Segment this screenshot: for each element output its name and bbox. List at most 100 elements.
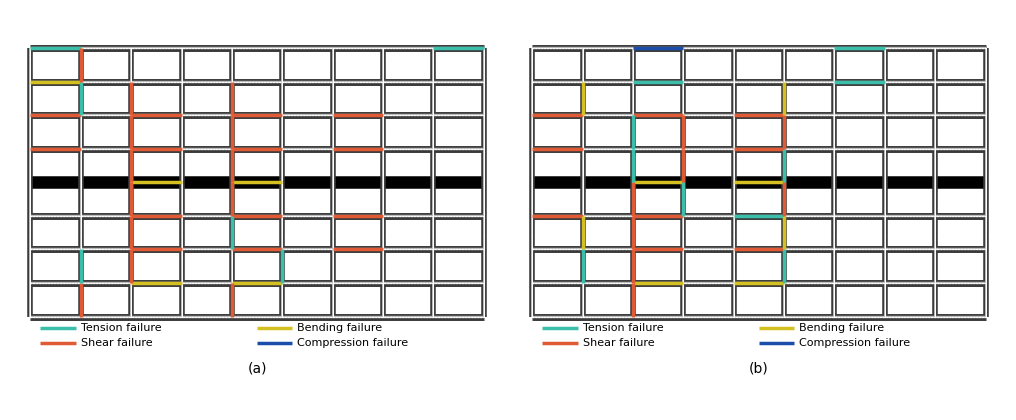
Bar [387,252,430,280]
Bar [586,84,629,112]
Bar [788,51,830,79]
Bar [186,185,228,213]
Bar [536,185,579,213]
Bar [437,152,480,179]
Bar [336,219,379,247]
Bar [387,51,430,79]
Bar [688,84,729,112]
Bar [387,185,430,213]
Bar [84,152,127,179]
Bar [84,252,127,280]
Bar [336,152,379,179]
Bar [84,185,127,213]
Bar [35,185,77,213]
Bar [889,84,932,112]
Bar [287,185,328,213]
Bar [939,252,981,280]
Bar [336,118,379,146]
Bar [536,252,579,280]
Bar [536,152,579,179]
Bar [287,219,328,247]
Bar [788,219,830,247]
Text: Tension failure: Tension failure [582,323,663,333]
Bar [738,185,780,213]
Bar [838,219,881,247]
Bar [437,84,480,112]
Text: Shear failure: Shear failure [582,339,654,349]
Bar [135,118,178,146]
Bar [437,185,480,213]
Bar [437,286,480,314]
Bar [387,84,430,112]
Bar [35,219,77,247]
Bar [738,118,780,146]
Bar [236,252,278,280]
Bar [135,51,178,79]
Bar [838,185,881,213]
Bar [637,252,680,280]
Bar [838,252,881,280]
Bar [236,118,278,146]
Bar [287,84,328,112]
Bar [788,286,830,314]
Bar [788,118,830,146]
Bar [35,84,77,112]
Bar [437,252,480,280]
Bar [84,51,127,79]
Bar [387,286,430,314]
Bar [738,84,780,112]
Bar [788,152,830,179]
Bar [186,51,228,79]
Bar [889,51,932,79]
Bar [939,152,981,179]
Bar [939,219,981,247]
Bar [688,252,729,280]
Bar [586,51,629,79]
Bar [236,152,278,179]
Text: (b): (b) [749,361,769,375]
Bar [135,152,178,179]
Bar [637,152,680,179]
Bar [939,185,981,213]
Bar [236,51,278,79]
Bar [186,252,228,280]
Bar [336,286,379,314]
Bar [84,84,127,112]
Bar [889,118,932,146]
Bar [838,51,881,79]
Bar [637,118,680,146]
Bar [135,286,178,314]
Bar [236,286,278,314]
Bar [287,252,328,280]
Bar [135,185,178,213]
Bar [35,51,77,79]
Bar [688,118,729,146]
Bar [84,118,127,146]
Bar [637,185,680,213]
Bar [688,51,729,79]
Bar [536,118,579,146]
Bar [35,286,77,314]
Bar [637,286,680,314]
Bar [738,252,780,280]
Bar [838,152,881,179]
Bar [186,84,228,112]
Bar [939,286,981,314]
Bar [889,152,932,179]
Text: Bending failure: Bending failure [800,323,884,333]
Bar [186,152,228,179]
Bar [637,51,680,79]
Bar [236,84,278,112]
Bar [637,219,680,247]
Bar [437,118,480,146]
Bar [135,219,178,247]
Bar [35,152,77,179]
Bar [336,84,379,112]
Bar [84,219,127,247]
Text: (a): (a) [247,361,267,375]
Bar [287,118,328,146]
Bar [738,152,780,179]
Bar [889,252,932,280]
Bar [536,219,579,247]
Bar [236,185,278,213]
